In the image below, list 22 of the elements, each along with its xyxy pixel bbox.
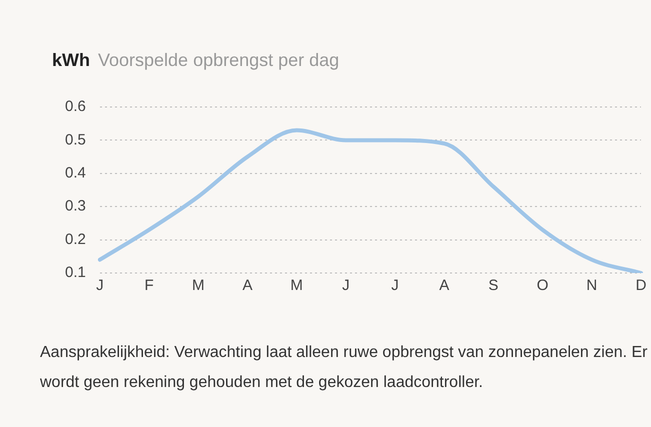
x-tick-label: O [536,277,548,294]
x-tick-label: M [192,277,204,294]
x-tick-label: N [586,277,598,294]
x-tick-label: M [290,277,303,294]
x-tick-label: J [96,277,104,294]
x-tick-label: F [144,277,154,294]
x-tick-label: A [242,277,252,294]
y-axis-title: kWh [52,50,90,70]
text: Aansprakelijkheid: Verwachting laat alleen ruwe opbrengst van zonnepanelen zien. Er wordt geen rekening gehouden met de gekozen laadcontroller. [40,343,648,393]
x-tick-label: S [488,277,498,294]
x-tick-label: J [342,277,350,294]
y-tick-label: 0.6 [64,98,86,116]
y-tick-label: 0.1 [64,264,86,282]
y-tick-label: 0.4 [64,164,86,182]
x-tick-label: D [636,277,647,294]
y-tick-label: 0.5 [64,131,86,148]
x-tick-label: A [439,277,450,294]
line-series [98,128,643,273]
x-tick-label: J [391,277,399,294]
y-tick-label: 0.3 [64,198,86,215]
y-tick-label: 0.2 [64,230,86,248]
chart-title: Voorspelde opbrengst per dag [98,50,340,70]
